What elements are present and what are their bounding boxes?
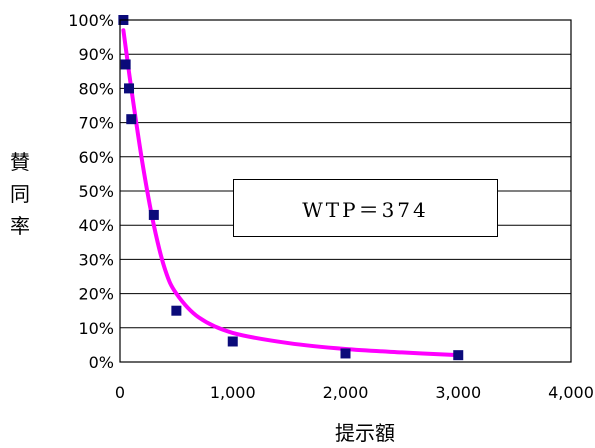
y-tick-label: 10%: [78, 319, 114, 338]
data-point: [120, 59, 131, 70]
y-tick-label: 80%: [78, 79, 114, 98]
y-tick-label: 60%: [78, 148, 114, 167]
data-point: [124, 83, 135, 94]
x-tick-label: 4,000: [548, 383, 594, 402]
y-tick-label: 50%: [78, 182, 114, 201]
y-tick-label: 0%: [89, 353, 114, 372]
y-tick-label: 20%: [78, 285, 114, 304]
wtp-annotation: WTP＝374: [233, 179, 498, 237]
data-point: [227, 336, 238, 347]
data-point: [340, 348, 351, 359]
data-point: [148, 209, 159, 220]
x-tick-label: 1,000: [210, 383, 256, 402]
y-tick-label: 30%: [78, 250, 114, 269]
data-point: [126, 114, 137, 125]
y-tick-label: 100%: [68, 11, 114, 30]
plot-area-frame: [119, 19, 572, 363]
y-tick-label: 40%: [78, 216, 114, 235]
y-axis-title: 賛同率: [10, 150, 30, 238]
data-point: [171, 305, 182, 316]
x-tick-label: 0: [115, 383, 125, 402]
y-tick-label: 70%: [78, 114, 114, 133]
x-tick-label: 3,000: [435, 383, 481, 402]
x-tick-labels: 0 1,000 2,000 3,000 4,000: [115, 383, 594, 402]
y-tick-label: 90%: [78, 45, 114, 64]
data-point: [453, 350, 464, 361]
x-axis-title: 提示額: [335, 421, 395, 445]
x-tick-label: 2,000: [323, 383, 369, 402]
y-tick-labels: 0% 10% 20% 30% 40% 50% 60% 70% 80% 90% 100%: [68, 11, 114, 372]
